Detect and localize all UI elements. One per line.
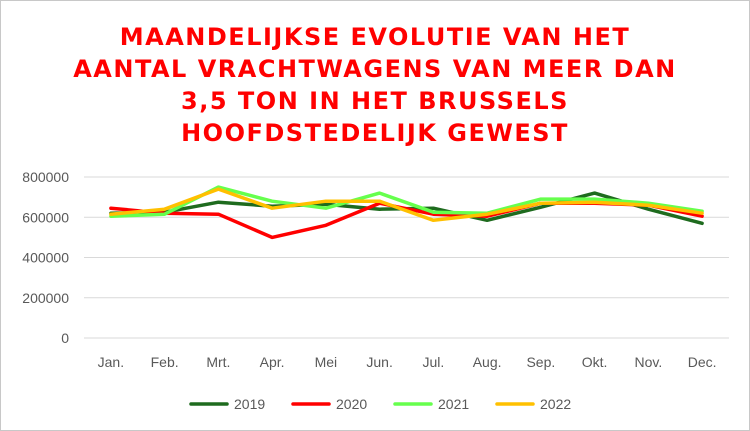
x-tick-label: Okt. (582, 354, 608, 370)
x-tick-label: Jun. (366, 354, 392, 370)
legend-label: 2019 (234, 396, 265, 412)
legend-label: 2022 (540, 396, 571, 412)
x-tick-label: Sep. (526, 354, 555, 370)
gridlines (84, 176, 729, 339)
series-lines (109, 185, 704, 240)
x-tick-label: Jul. (422, 354, 444, 370)
y-tick-label: 800000 (22, 169, 69, 185)
y-tick-label: 0 (61, 330, 69, 346)
chart-title-line: MAANDELIJKSE EVOLUTIE VAN HET (119, 23, 631, 51)
x-tick-label: Mrt. (206, 354, 230, 370)
x-tick-label: Mei (315, 354, 338, 370)
x-tick-label: Aug. (473, 354, 502, 370)
x-tick-label: Feb. (151, 354, 179, 370)
x-tick-label: Dec. (688, 354, 717, 370)
x-tick-label: Jan. (98, 354, 124, 370)
chart-title-line: 3,5 TON IN HET BRUSSELS (181, 87, 569, 115)
legend-label: 2020 (336, 396, 367, 412)
x-axis-ticks: Jan. Feb. Mrt. Apr. Mei Jun. Jul. Aug. Sep. Okt. N… (98, 354, 717, 370)
y-axis-ticks: 0 200000 400000 600000 800000 (22, 169, 69, 346)
legend-label: 2021 (438, 396, 469, 412)
x-tick-label: Apr. (260, 354, 285, 370)
legend: 2019 2020 2021 2022 (189, 396, 571, 412)
y-tick-label: 400000 (22, 250, 69, 266)
chart-title-line: HOOFDSTEDELIJK GEWEST (181, 119, 569, 147)
y-tick-label: 200000 (22, 290, 69, 306)
y-tick-label: 600000 (22, 209, 69, 225)
chart-title-line: AANTAL VRACHTWAGENS VAN MEER DAN (73, 55, 677, 83)
series-line-2022 (109, 187, 704, 223)
chart-title: MAANDELIJKSE EVOLUTIE VAN HET AANTAL VRA… (1, 21, 749, 149)
series-line-2020 (109, 201, 704, 240)
x-tick-label: Nov. (635, 354, 663, 370)
